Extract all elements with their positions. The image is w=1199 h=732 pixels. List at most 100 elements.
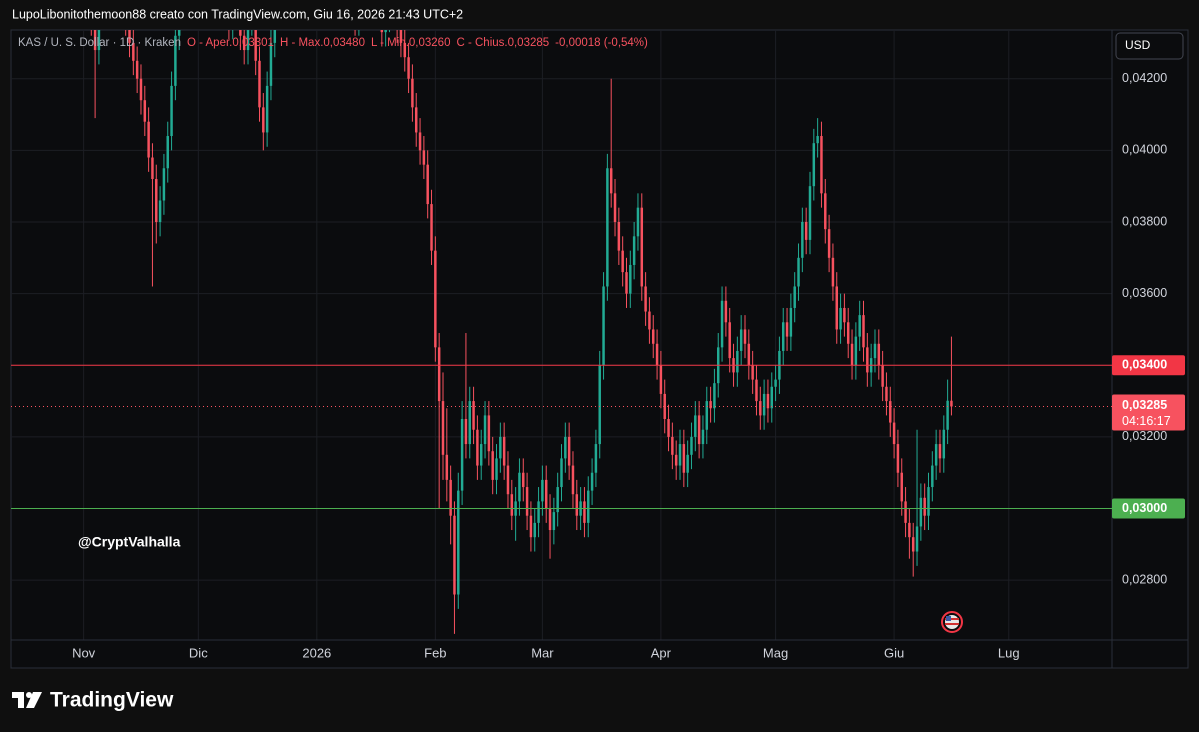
- candle-body: [177, 30, 181, 36]
- candle-body: [629, 264, 632, 294]
- candle-body: [785, 322, 789, 337]
- candle-body: [587, 490, 590, 523]
- candle-body: [239, 30, 242, 36]
- candle-body: [564, 436, 567, 459]
- candle-body: [556, 487, 559, 513]
- candle-body: [648, 311, 651, 330]
- candle-body: [552, 512, 556, 531]
- candle-body: [155, 179, 158, 222]
- candle-body: [881, 365, 884, 387]
- x-tick-label: Dic: [189, 645, 208, 660]
- candle-body: [896, 444, 900, 473]
- candle-body: [621, 250, 624, 273]
- candle-body: [613, 193, 617, 222]
- candle-body: [831, 257, 835, 287]
- candle-body: [506, 465, 510, 495]
- candle-body: [824, 193, 827, 230]
- candles: [90, 30, 953, 634]
- x-tick-label: Mag: [763, 645, 788, 660]
- candle-body: [418, 132, 422, 151]
- candle-body: [575, 494, 579, 516]
- candle-body: [242, 35, 246, 51]
- candle-body: [709, 401, 712, 409]
- candle-body: [529, 515, 533, 538]
- candle-body: [525, 487, 529, 516]
- candle-body: [934, 444, 938, 466]
- candle-body: [911, 537, 915, 552]
- candle-body: [892, 422, 896, 445]
- brand: TradingView: [50, 689, 174, 712]
- candle-body: [258, 60, 261, 108]
- y-tick-label: 0,03800: [1122, 214, 1167, 228]
- candle-body: [399, 30, 403, 43]
- candle-body: [900, 472, 903, 502]
- candle-body: [606, 168, 609, 287]
- candle-body: [724, 300, 728, 323]
- candle-body: [919, 497, 923, 527]
- candle-body: [483, 415, 487, 445]
- candle-body: [946, 400, 949, 430]
- candle-body: [846, 322, 850, 344]
- candle-body: [602, 286, 605, 366]
- candle-body: [877, 343, 881, 366]
- candle-body: [950, 400, 953, 407]
- candle-body: [476, 429, 479, 466]
- y-tick-label: 0,04200: [1122, 71, 1167, 85]
- candle-body: [674, 454, 678, 466]
- candle-body: [132, 42, 135, 61]
- candle-body: [430, 204, 433, 251]
- legend-change: -0,00018 (-0,54%): [555, 37, 648, 49]
- candle-body: [158, 200, 162, 222]
- candle-body: [495, 458, 498, 480]
- candle-body: [766, 393, 770, 409]
- candle-body: [273, 30, 277, 43]
- candle-body: [843, 307, 846, 323]
- flag-icon[interactable]: [941, 611, 963, 633]
- legend-item: L - Min.0,03260: [371, 37, 451, 49]
- x-tick-label: Apr: [651, 645, 672, 660]
- candle-body: [774, 379, 777, 387]
- candle-body: [598, 365, 601, 445]
- y-tick-label: 0,03600: [1122, 286, 1167, 300]
- candle-body: [246, 30, 250, 51]
- candle-body: [491, 451, 494, 480]
- candle-body: [942, 429, 946, 459]
- candle-body: [644, 286, 647, 312]
- symbol: KAS / U. S. Dollar · 1D · Kraken: [18, 37, 181, 49]
- candle-body: [93, 30, 97, 51]
- legend-key: C - Chius.: [456, 37, 508, 49]
- header-text: LupoLibonitothemoon88 creato con Trading…: [12, 7, 463, 21]
- x-tick-label: Lug: [998, 645, 1020, 660]
- candle-body: [548, 508, 552, 531]
- candle-body: [403, 42, 407, 58]
- currency[interactable]: USD: [1125, 38, 1151, 52]
- candle-body: [457, 490, 460, 595]
- y-tick-label: 0,04000: [1122, 143, 1167, 157]
- candle-body: [453, 515, 456, 595]
- candle-body: [143, 100, 147, 122]
- legend-key: O - Aper.: [186, 37, 233, 49]
- candle-body: [464, 418, 468, 445]
- legend-value: 0,03260: [408, 37, 451, 49]
- currency-button[interactable]: [1115, 32, 1184, 60]
- legend-value: 0,03480: [323, 37, 365, 49]
- last-price-badge: [1112, 394, 1185, 431]
- candle-body: [170, 85, 173, 137]
- candle-body: [682, 444, 686, 473]
- last-price-label: 0,03285: [1122, 398, 1167, 412]
- candle-body: [938, 444, 942, 459]
- candle-body: [434, 250, 437, 348]
- candle-body: [713, 383, 716, 409]
- candle-body: [640, 207, 644, 287]
- candle-body: [518, 472, 521, 502]
- x-tick-label: Feb: [424, 645, 446, 660]
- legend-key: L - Min.: [370, 37, 409, 49]
- candle-body: [537, 501, 540, 523]
- legend-key: H - Max.: [279, 37, 324, 49]
- candle-body: [705, 401, 709, 430]
- candle-body: [97, 30, 101, 51]
- x-tick-label: 2026: [302, 645, 331, 660]
- candle-body: [904, 501, 907, 523]
- candle-body: [468, 401, 471, 445]
